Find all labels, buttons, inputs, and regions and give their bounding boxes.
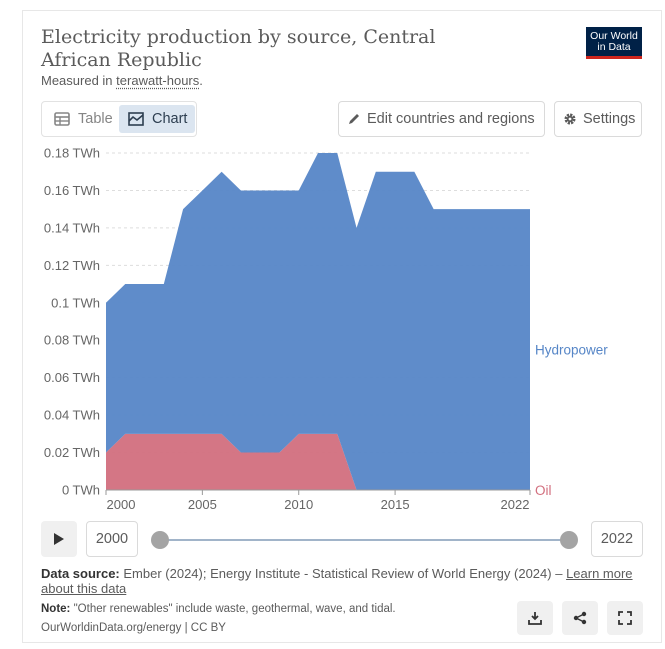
source-label: Data source: xyxy=(41,566,120,581)
chart-frame xyxy=(22,10,662,643)
owid-logo[interactable]: Our World in Data xyxy=(586,27,642,59)
download-icon xyxy=(528,612,542,625)
y-tick-label: 0.02 TWh xyxy=(44,445,100,460)
note-label: Note: xyxy=(41,603,71,615)
edit-countries-label: Edit countries and regions xyxy=(367,111,535,127)
series-area-oil[interactable] xyxy=(106,433,530,490)
logo-line1: Our World xyxy=(590,30,638,42)
note-text: "Other renewables" include waste, geothe… xyxy=(73,603,396,615)
timeline-track[interactable] xyxy=(160,539,569,541)
download-button[interactable] xyxy=(517,601,553,635)
share-icon xyxy=(573,611,587,625)
x-axis: 2000 2005 2010 2015 2022 xyxy=(105,489,531,512)
share-button[interactable] xyxy=(562,601,598,635)
subtitle-suffix: . xyxy=(199,73,203,88)
edit-countries-button[interactable]: Edit countries and regions xyxy=(338,101,545,137)
source-text: Ember (2024); Energy Institute - Statist… xyxy=(123,566,563,581)
x-tick-label: 2015 xyxy=(381,497,410,512)
pencil-icon xyxy=(349,114,359,124)
table-icon xyxy=(54,112,70,126)
chart-icon xyxy=(128,112,144,126)
x-tick-label: 2022 xyxy=(501,497,530,512)
y-tick-label: 0.1 TWh xyxy=(51,295,100,310)
tab-table[interactable]: Table xyxy=(45,105,118,133)
x-tick-label: 2010 xyxy=(284,497,313,512)
fullscreen-icon xyxy=(618,611,632,625)
y-tick-label: 0 TWh xyxy=(62,483,100,498)
credit-line: OurWorldinData.org/energy | CC BY xyxy=(41,622,226,634)
play-button[interactable] xyxy=(41,521,77,557)
x-tick-label: 2000 xyxy=(107,497,136,512)
y-tick-label: 0.12 TWh xyxy=(44,258,100,273)
data-source: Data source: Ember (2024); Energy Instit… xyxy=(41,566,646,596)
series-label-hydropower: Hydropower xyxy=(535,343,608,358)
y-tick-label: 0.18 TWh xyxy=(44,146,100,161)
x-tick-label: 2005 xyxy=(188,497,217,512)
unit-link[interactable]: terawatt-hours xyxy=(116,73,200,88)
timeline-start-handle[interactable] xyxy=(151,531,169,549)
y-tick-label: 0.08 TWh xyxy=(44,333,100,348)
fullscreen-button[interactable] xyxy=(607,601,643,635)
series-area-hydropower[interactable] xyxy=(106,153,530,490)
y-tick-label: 0.16 TWh xyxy=(44,183,100,198)
subtitle-prefix: Measured in xyxy=(41,73,113,88)
view-tabs: Table Chart xyxy=(41,101,197,137)
chart-subtitle: Measured in terawatt-hours. xyxy=(41,73,203,88)
y-tick-label: 0.06 TWh xyxy=(44,370,100,385)
timeline-start-year[interactable]: 2000 xyxy=(86,521,138,557)
gear-icon xyxy=(564,113,576,125)
chart-note: Note: "Other renewables" include waste, … xyxy=(41,603,396,615)
learn-more-link[interactable]: Learn more about this data xyxy=(41,566,633,596)
y-tick-label: 0.04 TWh xyxy=(44,408,100,423)
settings-button[interactable]: Settings xyxy=(554,101,642,137)
tab-chart[interactable]: Chart xyxy=(119,105,195,133)
y-tick-label: 0.14 TWh xyxy=(44,220,100,235)
timeline-end-year[interactable]: 2022 xyxy=(591,521,643,557)
series-labels: Oil Hydropower xyxy=(535,343,608,498)
settings-label: Settings xyxy=(583,111,636,127)
logo-line2: in Data xyxy=(597,41,631,53)
chart-title: Electricity production by source, Centra… xyxy=(41,26,436,71)
y-axis: 0 TWh 0.02 TWh 0.04 TWh 0.06 TWh 0.08 TWh 0.1… xyxy=(44,146,100,498)
timeline-end-handle[interactable] xyxy=(560,531,578,549)
series-label-oil: Oil xyxy=(535,483,552,498)
tab-table-label: Table xyxy=(78,111,113,127)
play-icon xyxy=(54,533,64,545)
tab-chart-label: Chart xyxy=(152,111,188,127)
series-areas xyxy=(106,153,530,490)
